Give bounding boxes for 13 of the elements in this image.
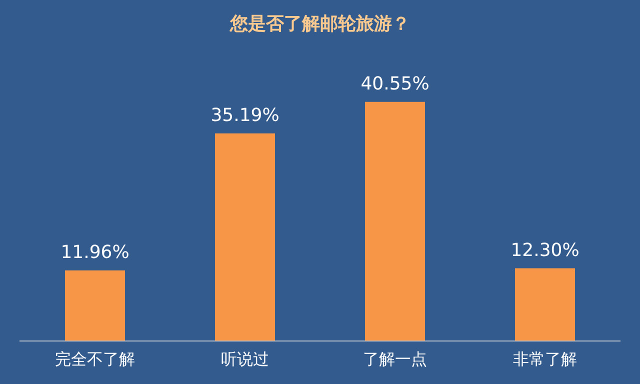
- data-label: 12.30%: [510, 240, 580, 261]
- bar: [65, 270, 125, 341]
- chart-title: 您是否了解邮轮旅游？: [229, 13, 410, 34]
- bar: [365, 102, 425, 341]
- data-label: 11.96%: [60, 242, 130, 263]
- data-label: 35.19%: [210, 105, 280, 126]
- x-tick-label: 了解一点: [363, 350, 427, 369]
- x-tick-label: 非常了解: [513, 350, 577, 369]
- x-tick-label: 听说过: [221, 350, 269, 369]
- x-tick-label: 完全不了解: [55, 350, 135, 369]
- bar: [515, 268, 575, 341]
- bar: [215, 133, 275, 341]
- data-label: 40.55%: [360, 73, 430, 94]
